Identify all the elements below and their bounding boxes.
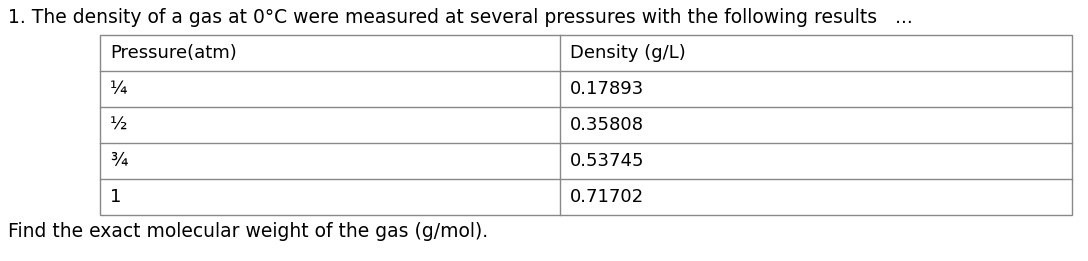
Text: 0.17893: 0.17893	[570, 80, 644, 98]
Text: Density (g/L): Density (g/L)	[570, 44, 685, 62]
Text: ¼: ¼	[110, 80, 127, 98]
Text: 1: 1	[110, 188, 122, 206]
Text: 0.71702: 0.71702	[570, 188, 644, 206]
Text: Find the exact molecular weight of the gas (g/mol).: Find the exact molecular weight of the g…	[8, 222, 489, 241]
Text: 0.53745: 0.53745	[570, 152, 644, 170]
Text: Pressure(atm): Pressure(atm)	[110, 44, 237, 62]
Text: ½: ½	[110, 116, 127, 134]
Text: 1. The density of a gas at 0°C were measured at several pressures with the follo: 1. The density of a gas at 0°C were meas…	[8, 8, 913, 27]
Text: 0.35808: 0.35808	[570, 116, 644, 134]
Text: ¾: ¾	[110, 152, 127, 170]
Bar	[100, 35, 1072, 215]
